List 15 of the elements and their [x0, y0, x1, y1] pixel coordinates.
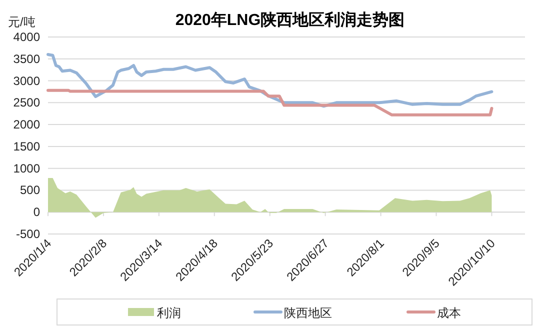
legend-label: 陕西地区 [284, 306, 332, 320]
chart-title: 2020年LNG陕西地区利润走势图 [175, 11, 405, 29]
y-tick-label: 500 [20, 183, 40, 198]
y-tick-label: 3000 [13, 74, 40, 88]
y-tick-label: 2500 [13, 96, 40, 110]
y-tick-label: 1500 [13, 139, 40, 154]
y-tick-label: 2000 [13, 118, 40, 132]
y-tick-label: 4000 [13, 30, 40, 44]
y-tick-label: 0 [33, 205, 40, 220]
y-axis-title: 元/吨 [8, 15, 36, 29]
legend-label: 利润 [157, 306, 181, 320]
y-tick-label: -500 [16, 227, 40, 241]
legend-label: 成本 [437, 306, 461, 320]
y-tick-label: 3500 [13, 52, 40, 66]
y-tick-label: 1000 [13, 161, 40, 176]
